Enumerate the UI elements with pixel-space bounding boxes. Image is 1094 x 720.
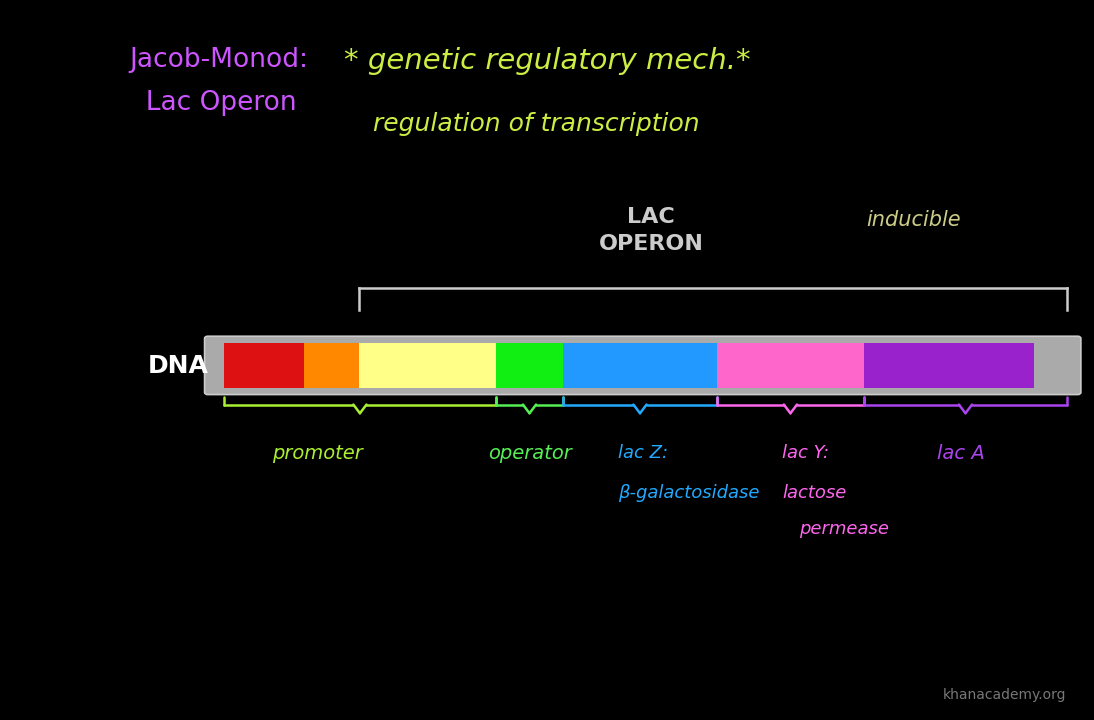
Text: inducible: inducible xyxy=(866,210,961,230)
Text: lactose: lactose xyxy=(782,484,847,502)
Text: DNA: DNA xyxy=(148,354,209,378)
Text: * genetic regulatory mech.*: * genetic regulatory mech.* xyxy=(344,47,750,75)
Text: OPERON: OPERON xyxy=(598,234,703,254)
Bar xyxy=(717,343,864,388)
Text: Lac Operon: Lac Operon xyxy=(129,90,296,116)
Text: promoter: promoter xyxy=(272,444,362,463)
FancyBboxPatch shape xyxy=(205,336,1081,395)
Text: regulation of transcription: regulation of transcription xyxy=(373,112,699,135)
Text: β-galactosidase: β-galactosidase xyxy=(618,484,759,502)
Bar xyxy=(359,343,496,388)
Bar xyxy=(304,343,359,388)
Text: lac Y:: lac Y: xyxy=(782,444,829,462)
Bar xyxy=(224,343,304,388)
Text: lac Z:: lac Z: xyxy=(618,444,668,462)
Bar xyxy=(864,343,1034,388)
Bar xyxy=(496,343,563,388)
Text: lac A: lac A xyxy=(936,444,985,463)
Text: khanacademy.org: khanacademy.org xyxy=(943,688,1067,702)
Text: Jacob-Monod:: Jacob-Monod: xyxy=(129,47,309,73)
Bar xyxy=(563,343,717,388)
Text: operator: operator xyxy=(488,444,571,463)
Text: LAC: LAC xyxy=(627,207,675,227)
Text: permease: permease xyxy=(799,520,888,538)
